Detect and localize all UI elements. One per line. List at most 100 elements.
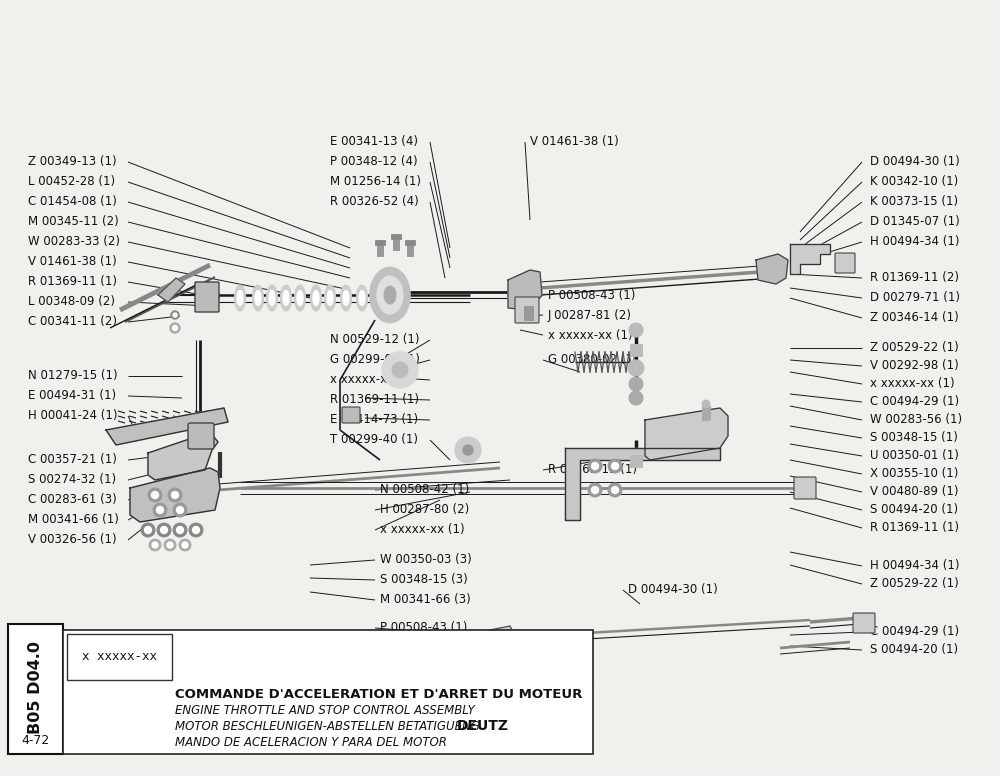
Text: E 00341-13 (4): E 00341-13 (4)	[330, 136, 418, 148]
Text: X 00355-10 (1): X 00355-10 (1)	[870, 467, 958, 480]
Polygon shape	[485, 626, 515, 652]
Circle shape	[182, 542, 188, 548]
Ellipse shape	[313, 290, 319, 306]
Polygon shape	[158, 278, 185, 302]
Circle shape	[152, 542, 158, 548]
Circle shape	[164, 539, 176, 551]
Text: DEUTZ: DEUTZ	[457, 719, 509, 733]
Text: P 00508-43 (1): P 00508-43 (1)	[548, 289, 635, 302]
Text: H 00287-80 (2): H 00287-80 (2)	[380, 504, 469, 517]
Text: M 00341-66 (1): M 00341-66 (1)	[28, 514, 119, 526]
Bar	[500, 630, 514, 644]
Polygon shape	[645, 408, 728, 460]
Text: G 00299-06 (1): G 00299-06 (1)	[330, 354, 420, 366]
Text: ENGINE THROTTLE AND STOP CONTROL ASSEMBLY: ENGINE THROTTLE AND STOP CONTROL ASSEMBL…	[175, 704, 475, 716]
Text: E 00414-73 (1): E 00414-73 (1)	[330, 414, 418, 427]
Circle shape	[608, 459, 622, 473]
Text: x xxxxx-xx: x xxxxx-xx	[82, 650, 156, 663]
Bar	[702, 406, 710, 420]
Polygon shape	[130, 468, 220, 522]
Circle shape	[170, 323, 180, 333]
Circle shape	[156, 507, 164, 514]
Text: J 00287-81 (2): J 00287-81 (2)	[548, 309, 632, 321]
Text: S 00274-32 (1): S 00274-32 (1)	[28, 473, 116, 487]
Ellipse shape	[340, 285, 352, 311]
Text: B05 D04.0: B05 D04.0	[27, 642, 42, 735]
Circle shape	[149, 539, 161, 551]
Circle shape	[148, 488, 162, 502]
Bar	[630, 455, 642, 467]
Circle shape	[172, 491, 178, 498]
Text: MANDO DE ACELERACION Y PARA DEL MOTOR: MANDO DE ACELERACION Y PARA DEL MOTOR	[175, 736, 447, 749]
Circle shape	[608, 483, 622, 497]
Text: G 00380-02 (1): G 00380-02 (1)	[548, 354, 638, 366]
Text: W 00283-33 (2): W 00283-33 (2)	[28, 235, 120, 248]
Text: Z 00529-22 (1): Z 00529-22 (1)	[870, 341, 959, 355]
Text: R 01369-11 (1): R 01369-11 (1)	[548, 463, 637, 476]
Circle shape	[702, 400, 710, 408]
Text: S 00348-15 (1): S 00348-15 (1)	[870, 431, 958, 445]
Circle shape	[144, 526, 152, 534]
Text: E 00494-31 (1): E 00494-31 (1)	[28, 390, 116, 403]
Circle shape	[171, 311, 179, 319]
Text: S 00348-15 (3): S 00348-15 (3)	[380, 573, 468, 587]
Ellipse shape	[283, 290, 289, 306]
Text: P 00508-43 (1): P 00508-43 (1)	[380, 622, 467, 635]
Circle shape	[173, 313, 177, 317]
Text: Z 00349-13 (1): Z 00349-13 (1)	[28, 155, 117, 168]
Text: x xxxxx-xx (1): x xxxxx-xx (1)	[330, 373, 415, 386]
Text: V 00480-89 (1): V 00480-89 (1)	[870, 486, 958, 498]
Text: D 00494-30 (1): D 00494-30 (1)	[628, 584, 718, 597]
Ellipse shape	[252, 285, 264, 311]
Ellipse shape	[343, 290, 349, 306]
FancyBboxPatch shape	[853, 613, 875, 633]
Ellipse shape	[237, 290, 243, 306]
Circle shape	[455, 437, 481, 463]
Circle shape	[629, 323, 643, 337]
Circle shape	[629, 377, 643, 391]
Text: N 00529-12 (1): N 00529-12 (1)	[330, 334, 420, 347]
Circle shape	[168, 488, 182, 502]
Ellipse shape	[255, 290, 261, 306]
FancyBboxPatch shape	[835, 253, 855, 273]
Text: M 00341-66 (3): M 00341-66 (3)	[380, 594, 471, 607]
Ellipse shape	[324, 285, 336, 311]
Ellipse shape	[280, 285, 292, 311]
Ellipse shape	[297, 290, 303, 306]
Ellipse shape	[356, 285, 368, 311]
Circle shape	[167, 542, 173, 548]
Ellipse shape	[370, 268, 410, 323]
Text: D 01345-07 (1): D 01345-07 (1)	[870, 216, 960, 228]
Text: R 01369-11 (1): R 01369-11 (1)	[330, 393, 419, 407]
Text: U 00350-01 (1): U 00350-01 (1)	[870, 449, 959, 462]
Circle shape	[628, 360, 644, 376]
Text: R 00326-52 (4): R 00326-52 (4)	[330, 196, 419, 209]
Circle shape	[176, 526, 184, 534]
Circle shape	[592, 462, 598, 469]
Text: 4-72: 4-72	[21, 733, 49, 747]
Circle shape	[173, 523, 187, 537]
Text: T 00299-40 (1): T 00299-40 (1)	[330, 434, 418, 446]
Text: C 00357-21 (1): C 00357-21 (1)	[28, 453, 117, 466]
Text: Z 00346-14 (1): Z 00346-14 (1)	[870, 311, 959, 324]
Ellipse shape	[234, 285, 246, 311]
Text: D 00494-30 (1): D 00494-30 (1)	[870, 155, 960, 168]
Circle shape	[176, 507, 184, 514]
Text: S 00494-20 (1): S 00494-20 (1)	[870, 504, 958, 517]
Polygon shape	[565, 448, 720, 520]
Text: N 00508-42 (1): N 00508-42 (1)	[380, 483, 469, 497]
Circle shape	[141, 523, 155, 537]
Circle shape	[192, 526, 200, 534]
Polygon shape	[756, 254, 788, 284]
Circle shape	[153, 503, 167, 517]
Circle shape	[588, 483, 602, 497]
Bar	[393, 236, 399, 250]
Circle shape	[392, 362, 408, 378]
Text: P 00348-12 (4): P 00348-12 (4)	[330, 155, 418, 168]
Circle shape	[160, 526, 168, 534]
Polygon shape	[790, 244, 830, 274]
Ellipse shape	[310, 285, 322, 311]
Text: R 01369-11 (1): R 01369-11 (1)	[28, 275, 117, 289]
Bar	[377, 242, 383, 256]
Text: V 01461-38 (1): V 01461-38 (1)	[530, 136, 619, 148]
